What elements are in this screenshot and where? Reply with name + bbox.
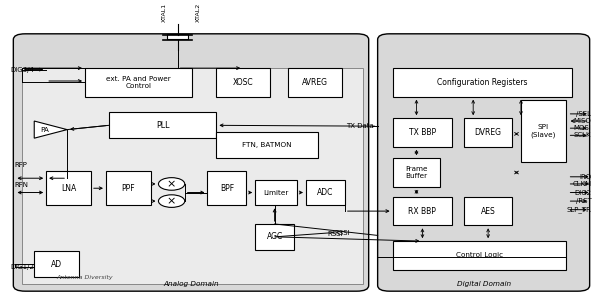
Text: DIG2: DIG2 [574,189,592,195]
Text: TX Data: TX Data [346,123,373,129]
FancyBboxPatch shape [377,34,590,291]
Text: Configuration Registers: Configuration Registers [437,78,527,87]
Text: RFP: RFP [14,162,28,168]
FancyBboxPatch shape [106,171,151,206]
Text: MISO: MISO [574,118,592,124]
Text: Digital Domain: Digital Domain [457,281,511,287]
Text: BPF: BPF [220,184,234,193]
Text: Control Logic: Control Logic [455,252,503,258]
Text: RFN: RFN [14,182,29,188]
FancyBboxPatch shape [392,241,566,270]
Text: XTAL2: XTAL2 [196,2,201,22]
Text: PLL: PLL [156,121,169,130]
FancyBboxPatch shape [109,112,217,138]
Text: Frame
Buffer: Frame Buffer [405,166,428,179]
FancyBboxPatch shape [85,68,193,97]
Text: /SEL: /SEL [577,111,592,117]
Text: PPF: PPF [121,184,135,193]
Text: SLP_TR: SLP_TR [566,206,592,213]
Text: TX BBP: TX BBP [409,128,436,137]
FancyBboxPatch shape [392,68,572,97]
Text: ext. PA and Power
Control: ext. PA and Power Control [106,76,171,89]
Text: DVREG: DVREG [475,128,502,137]
FancyBboxPatch shape [46,171,91,206]
Text: RSSI: RSSI [327,231,343,237]
FancyBboxPatch shape [464,197,512,225]
Text: Antenna Diversity: Antenna Diversity [56,275,113,280]
Text: XOSC: XOSC [233,78,254,87]
Text: Limiter: Limiter [263,189,289,195]
FancyBboxPatch shape [208,171,246,206]
Text: SPI
(Slave): SPI (Slave) [530,124,556,138]
Text: MOSI: MOSI [574,125,592,131]
FancyBboxPatch shape [255,180,297,206]
Text: AES: AES [481,207,496,216]
Text: IRQ: IRQ [580,174,592,180]
Text: RX BBP: RX BBP [409,207,436,216]
Text: Analog Domain: Analog Domain [163,281,219,287]
Text: FTN, BATMON: FTN, BATMON [242,142,292,148]
FancyBboxPatch shape [13,34,368,291]
Polygon shape [34,121,67,138]
FancyBboxPatch shape [306,180,345,206]
Text: AD: AD [51,260,62,268]
Text: /RST: /RST [575,198,592,204]
FancyBboxPatch shape [521,100,566,163]
FancyBboxPatch shape [392,118,452,147]
Text: ×: × [167,196,176,206]
Text: ×: × [167,179,176,189]
Bar [167,33,188,39]
FancyBboxPatch shape [34,251,79,277]
FancyBboxPatch shape [392,197,452,225]
Text: PA: PA [41,126,49,133]
Text: AVREG: AVREG [302,78,328,87]
Text: DIG3/4: DIG3/4 [10,67,34,73]
FancyBboxPatch shape [217,68,270,97]
Text: LNA: LNA [61,184,76,193]
FancyBboxPatch shape [288,68,342,97]
Text: SCLK: SCLK [574,132,592,138]
Text: AGC: AGC [266,232,283,241]
Circle shape [158,195,185,207]
Text: CLKM: CLKM [572,181,592,187]
Text: ADC: ADC [317,188,334,197]
FancyBboxPatch shape [255,224,294,250]
Text: DIG1/2: DIG1/2 [10,264,34,270]
FancyBboxPatch shape [22,68,363,284]
FancyBboxPatch shape [392,158,440,187]
Text: RSSI: RSSI [334,230,350,236]
Circle shape [158,178,185,190]
FancyBboxPatch shape [464,118,512,147]
FancyBboxPatch shape [217,133,318,158]
Text: XTAL1: XTAL1 [162,2,167,22]
